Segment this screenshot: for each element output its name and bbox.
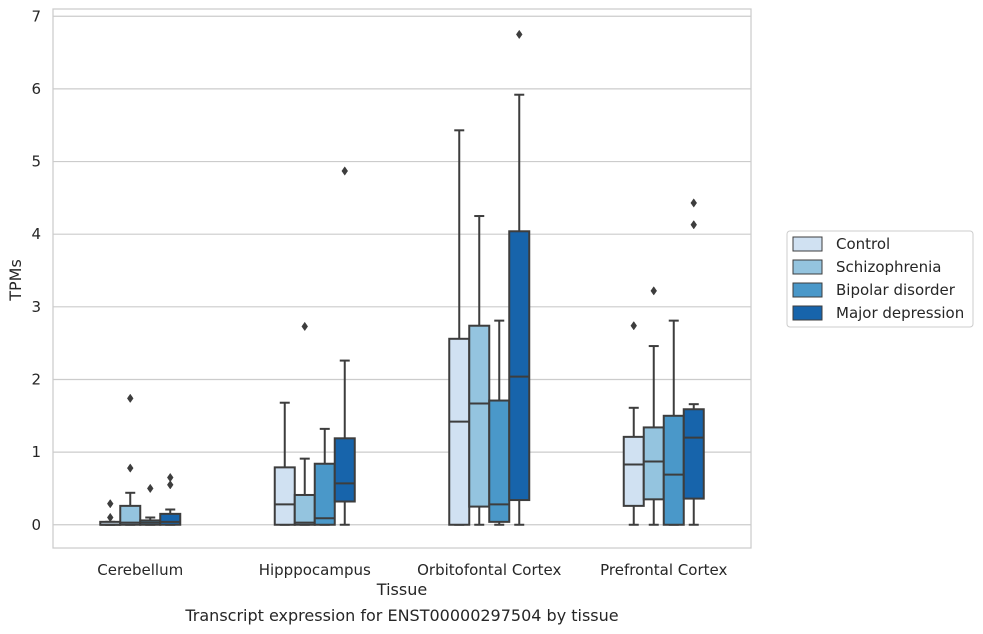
y-tick-labels: 0 1 2 3 4 5 6 7 bbox=[31, 7, 41, 533]
figure-caption: Transcript expression for ENST0000029750… bbox=[185, 606, 619, 625]
y-tick-label: 4 bbox=[31, 225, 41, 243]
outlier-point bbox=[167, 472, 174, 483]
box bbox=[273, 466, 296, 526]
y-tick-label: 0 bbox=[31, 516, 41, 534]
box bbox=[293, 493, 316, 526]
y-tick-label: 6 bbox=[31, 80, 41, 98]
box bbox=[468, 324, 491, 508]
outlier-point bbox=[107, 499, 114, 509]
box bbox=[119, 504, 142, 526]
x-tick-label: Prefrontal Cortex bbox=[600, 561, 727, 579]
legend-swatch bbox=[792, 259, 823, 275]
box-plot-series bbox=[99, 29, 705, 526]
y-axis-label: TPMs bbox=[6, 259, 25, 302]
box bbox=[333, 437, 356, 503]
legend-frame bbox=[786, 230, 974, 328]
legend-swatch bbox=[792, 305, 823, 321]
outlier-point bbox=[147, 483, 154, 494]
legend-label: Major depression bbox=[836, 304, 964, 322]
y-tick-label: 5 bbox=[31, 153, 41, 171]
gridlines bbox=[53, 15, 751, 526]
legend-swatch bbox=[792, 236, 823, 252]
legend-label: Bipolar disorder bbox=[836, 281, 956, 299]
legend: Control Schizophrenia Bipolar disorder Majo… bbox=[786, 230, 974, 328]
plot-frame bbox=[52, 8, 752, 549]
legend-swatch bbox=[792, 282, 823, 298]
box bbox=[682, 408, 705, 500]
box bbox=[448, 337, 471, 526]
box bbox=[159, 512, 182, 526]
box bbox=[662, 414, 685, 526]
outlier-point bbox=[127, 463, 134, 473]
y-tick-label: 3 bbox=[31, 298, 41, 316]
outlier-point bbox=[167, 480, 174, 490]
x-tick-label: Orbitofontal Cortex bbox=[417, 561, 561, 579]
outlier-point bbox=[516, 29, 523, 40]
outlier-point bbox=[690, 220, 697, 230]
outlier-point bbox=[341, 166, 348, 176]
box bbox=[508, 230, 531, 502]
y-tick-label: 2 bbox=[31, 370, 41, 388]
y-tick-label: 7 bbox=[31, 7, 41, 25]
x-axis-label: Tissue bbox=[376, 580, 427, 599]
legend-label: Control bbox=[836, 235, 890, 253]
outlier-point bbox=[650, 286, 657, 296]
box bbox=[313, 462, 336, 526]
x-tick-labels: Cerebellum Hipppocampus Orbitofontal Corte… bbox=[97, 561, 727, 579]
y-tick-label: 1 bbox=[31, 443, 41, 461]
x-tick-label: Cerebellum bbox=[97, 561, 183, 579]
legend-label: Schizophrenia bbox=[836, 258, 941, 276]
outlier-point bbox=[690, 198, 697, 208]
outlier-point bbox=[107, 512, 114, 523]
box bbox=[642, 426, 665, 501]
x-tick-label: Hipppocampus bbox=[259, 561, 371, 579]
outlier-point bbox=[630, 321, 637, 331]
box bbox=[622, 435, 645, 507]
outlier-point bbox=[127, 393, 134, 403]
outlier-point bbox=[301, 321, 308, 332]
